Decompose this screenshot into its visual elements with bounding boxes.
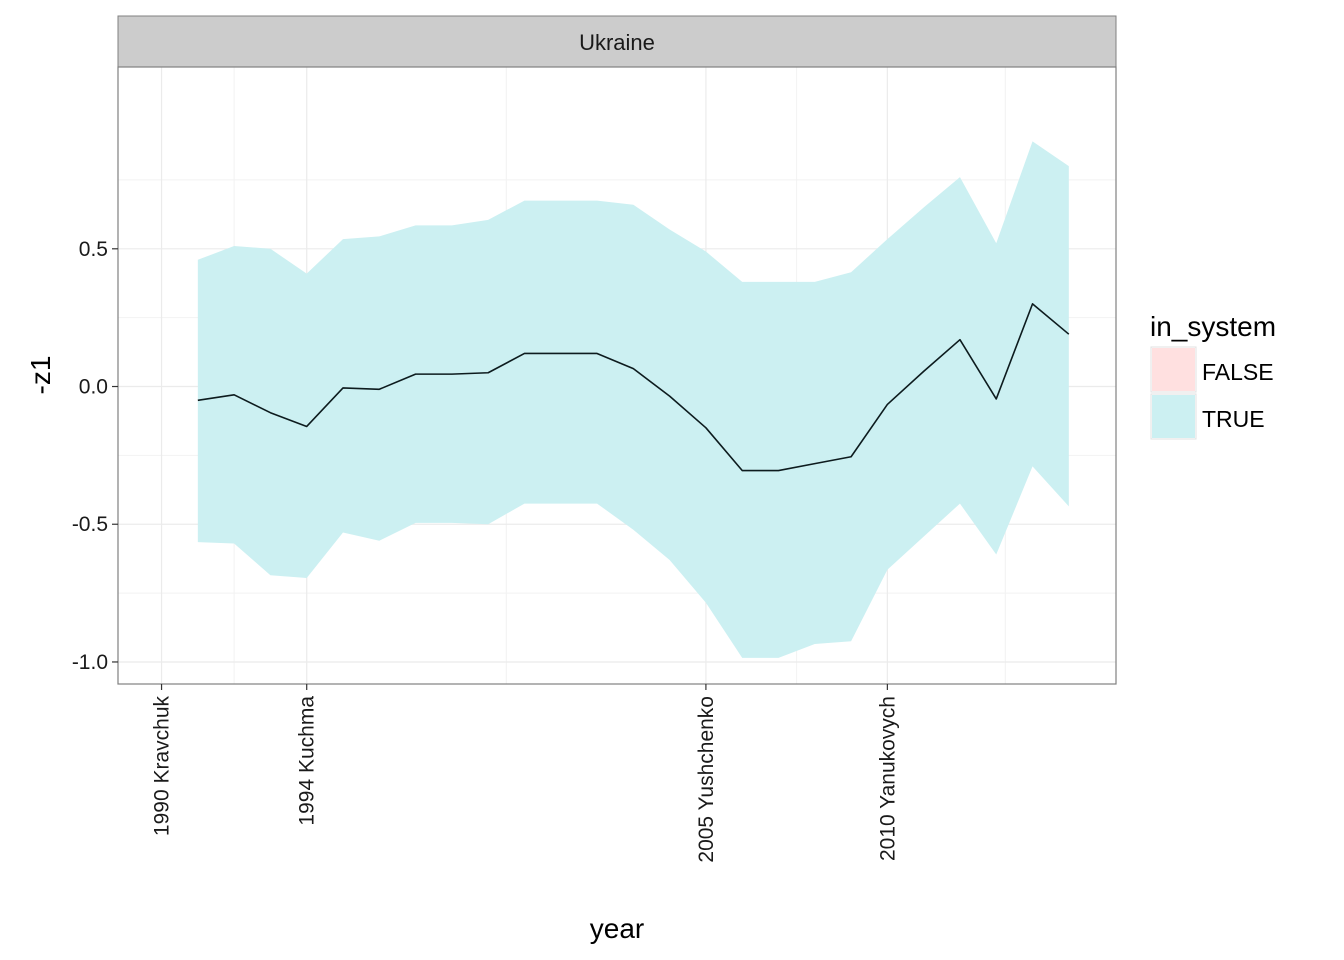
- plot-panel-border: [117, 66, 1117, 685]
- x-axis-title: year: [590, 913, 644, 944]
- legend-swatch-true: [1152, 395, 1195, 438]
- y-tick-label-3: 0.5: [79, 238, 108, 261]
- series-line-true: [197, 303, 1070, 472]
- legend-label-false: FALSE: [1202, 359, 1274, 385]
- facet-strip-label: Ukraine: [579, 30, 655, 55]
- ribbon-true: [197, 141, 1069, 658]
- x-tick-label-2: 2005 Yushchenko: [695, 696, 718, 863]
- x-tick-label-3: 2010 Yanukovych: [876, 696, 899, 861]
- line-layer: [197, 303, 1070, 472]
- ribbon-layer: [197, 141, 1069, 658]
- legend-label-true: TRUE: [1202, 406, 1265, 432]
- y-axis: -1.0 -0.5 0.0 0.5: [72, 238, 118, 674]
- facet-strip-bg: [117, 15, 1117, 68]
- y-tick-label-2: 0.0: [79, 376, 108, 399]
- legend-entry-false: FALSE: [1150, 346, 1274, 393]
- x-tick-label-0: 1990 Kravchuk: [151, 696, 174, 837]
- y-tick-label-1: -0.5: [72, 513, 108, 536]
- y-tick-label-0: -1.0: [72, 651, 108, 674]
- y-axis-title: -z1: [25, 356, 56, 395]
- facet-strip: Ukraine: [117, 15, 1117, 68]
- legend: in_system FALSE TRUE: [1150, 311, 1276, 440]
- x-tick-label-1: 1994 Kuchma: [296, 696, 319, 826]
- x-axis: 1990 Kravchuk 1994 Kuchma 2005 Yushchenko 2…: [151, 684, 899, 863]
- legend-title: in_system: [1150, 311, 1276, 342]
- legend-entry-true: TRUE: [1150, 393, 1265, 440]
- legend-swatch-false: [1152, 348, 1195, 391]
